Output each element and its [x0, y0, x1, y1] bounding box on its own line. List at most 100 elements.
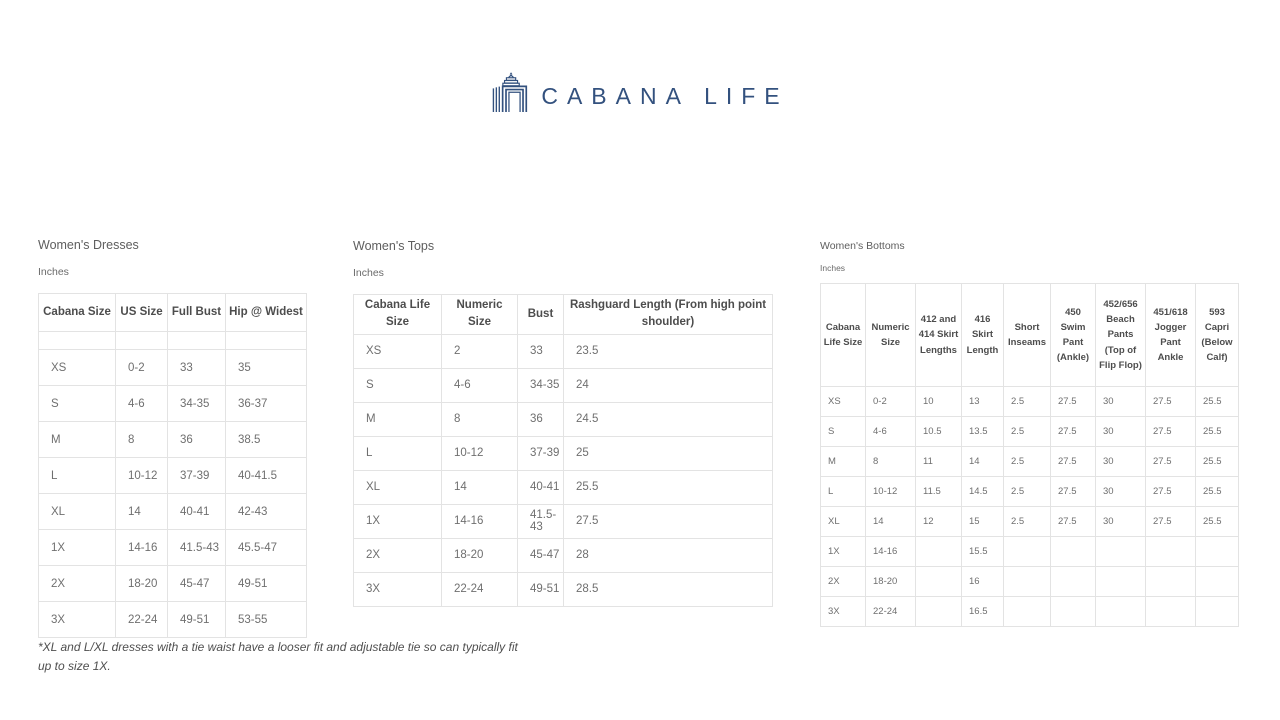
- table-cell: 25: [563, 435, 773, 471]
- table-cell: 40-41.5: [225, 457, 307, 494]
- table-cell: 30: [1095, 446, 1146, 477]
- table-cell: 27.5: [1050, 446, 1096, 477]
- header-row: Cabana Size US Size Full Bust Hip @ Widest: [38, 293, 307, 332]
- table-cell: 16: [961, 566, 1004, 597]
- table-cell: 27.5: [1145, 446, 1196, 477]
- table-cell: 35: [225, 349, 307, 386]
- table-cell: [1050, 536, 1096, 567]
- table-cell: 14-16: [115, 529, 168, 566]
- unit-label: Inches: [820, 263, 846, 273]
- table-cell: 0-2: [865, 386, 916, 417]
- table-cell: [1003, 596, 1051, 627]
- table-cell: 27.5: [1050, 416, 1096, 447]
- table-cell: XL: [820, 506, 866, 537]
- table-cell: XL: [353, 469, 442, 505]
- table-cell: 8: [441, 401, 518, 437]
- table-row: L 10-12 11.5 14.5 2.5 27.5 30 27.5 25.5: [820, 476, 1239, 507]
- table-row: 1X 14-16 15.5: [820, 536, 1239, 567]
- table-cell: S: [38, 385, 116, 422]
- table-cell: 33: [517, 333, 564, 369]
- table-cell: 1X: [38, 529, 116, 566]
- table-cell: 4-6: [441, 367, 518, 403]
- table-cell: 41.5-43: [517, 503, 564, 539]
- table-cell: 28: [563, 537, 773, 573]
- table-cell: 15: [961, 506, 1004, 537]
- section-title: Women's Dresses: [38, 238, 139, 252]
- table-cell: 14-16: [865, 536, 916, 567]
- table-cell: 3X: [353, 571, 442, 607]
- womens-tops-table: Cabana Life Size Numeric Size Bust Rashguar…: [353, 294, 773, 607]
- column-header: Cabana Size: [38, 293, 116, 332]
- table-cell: XS: [820, 386, 866, 417]
- table-cell: 2X: [820, 566, 866, 597]
- table-cell: 14: [115, 493, 168, 530]
- table-cell: 16.5: [961, 596, 1004, 627]
- table-cell: 2X: [353, 537, 442, 573]
- table-cell: 41.5-43: [167, 529, 226, 566]
- table-cell: 10-12: [441, 435, 518, 471]
- table-cell: 4-6: [115, 385, 168, 422]
- table-cell: 22-24: [865, 596, 916, 627]
- table-cell: 10.5: [915, 416, 962, 447]
- section-womens-bottoms: Women's Bottoms Inches Cabana Life Size N…: [820, 240, 1239, 627]
- table-cell: 37-39: [517, 435, 564, 471]
- table-cell: 18-20: [115, 565, 168, 602]
- table-row: L 10-12 37-39 40-41.5: [38, 457, 307, 494]
- table-cell: 45-47: [517, 537, 564, 573]
- table-row: XL 14 12 15 2.5 27.5 30 27.5 25.5: [820, 506, 1239, 537]
- table-row: S 4-6 34-35 24: [353, 367, 773, 403]
- table-cell: 15.5: [961, 536, 1004, 567]
- table-cell: 25.5: [563, 469, 773, 505]
- table-row: XS 2 33 23.5: [353, 333, 773, 369]
- section-womens-dresses: Women's Dresses Inches Cabana Size US Siz…: [38, 238, 518, 673]
- table-row: 2X 18-20 45-47 49-51: [38, 565, 307, 602]
- table-cell: 14: [961, 446, 1004, 477]
- table-cell: 2.5: [1003, 446, 1051, 477]
- table-cell: [1195, 566, 1239, 597]
- column-header: Rashguard Length (From high point should…: [563, 294, 773, 335]
- brand-name: CABANA LIFE: [541, 82, 789, 109]
- table-cell: [1195, 536, 1239, 567]
- table-cell: 2.5: [1003, 416, 1051, 447]
- table-cell: 13: [961, 386, 1004, 417]
- table-cell: 18-20: [441, 537, 518, 573]
- table-cell: [915, 536, 962, 567]
- column-header: Numeric Size: [441, 294, 518, 335]
- column-header: Cabana Life Size: [820, 283, 866, 387]
- column-header: Cabana Life Size: [353, 294, 442, 335]
- table-cell: 30: [1095, 386, 1146, 417]
- table-cell: 27.5: [1145, 476, 1196, 507]
- table-cell: 2: [441, 333, 518, 369]
- table-cell: L: [353, 435, 442, 471]
- table-row: 1X 14-16 41.5-43 27.5: [353, 503, 773, 539]
- column-header: 450 Swim Pant (Ankle): [1050, 283, 1096, 387]
- column-header: 593 Capri (Below Calf): [1195, 283, 1239, 387]
- table-cell: XL: [38, 493, 116, 530]
- table-cell: M: [38, 421, 116, 458]
- table-cell: 18-20: [865, 566, 916, 597]
- table-cell: 36: [167, 421, 226, 458]
- table-cell: [1003, 536, 1051, 567]
- table-cell: 27.5: [1050, 386, 1096, 417]
- table-row: 3X 22-24 49-51 28.5: [353, 571, 773, 607]
- table-cell: 25.5: [1195, 476, 1239, 507]
- table-cell: 49-51: [225, 565, 307, 602]
- column-header: 412 and 414 Skirt Lengths: [915, 283, 962, 387]
- table-row: S 4-6 10.5 13.5 2.5 27.5 30 27.5 25.5: [820, 416, 1239, 447]
- table-cell: 14: [441, 469, 518, 505]
- column-header: Hip @ Widest: [225, 293, 307, 332]
- footnote: *XL and L/XL dresses with a tie waist ha…: [38, 640, 518, 673]
- table-cell: [1095, 566, 1146, 597]
- table-cell: 10: [915, 386, 962, 417]
- table-cell: L: [38, 457, 116, 494]
- table-cell: 49-51: [517, 571, 564, 607]
- table-cell: 14-16: [441, 503, 518, 539]
- table-cell: 0-2: [115, 349, 168, 386]
- table-row: XL 14 40-41 42-43: [38, 493, 307, 530]
- table-row: XL 14 40-41 25.5: [353, 469, 773, 505]
- womens-dresses-table: Cabana Size US Size Full Bust Hip @ Widest X…: [38, 293, 307, 638]
- table-cell: 27.5: [1145, 386, 1196, 417]
- table-cell: 1X: [353, 503, 442, 539]
- header-row: Cabana Life Size Numeric Size 412 and 414 …: [820, 283, 1239, 387]
- table-row: M 8 11 14 2.5 27.5 30 27.5 25.5: [820, 446, 1239, 477]
